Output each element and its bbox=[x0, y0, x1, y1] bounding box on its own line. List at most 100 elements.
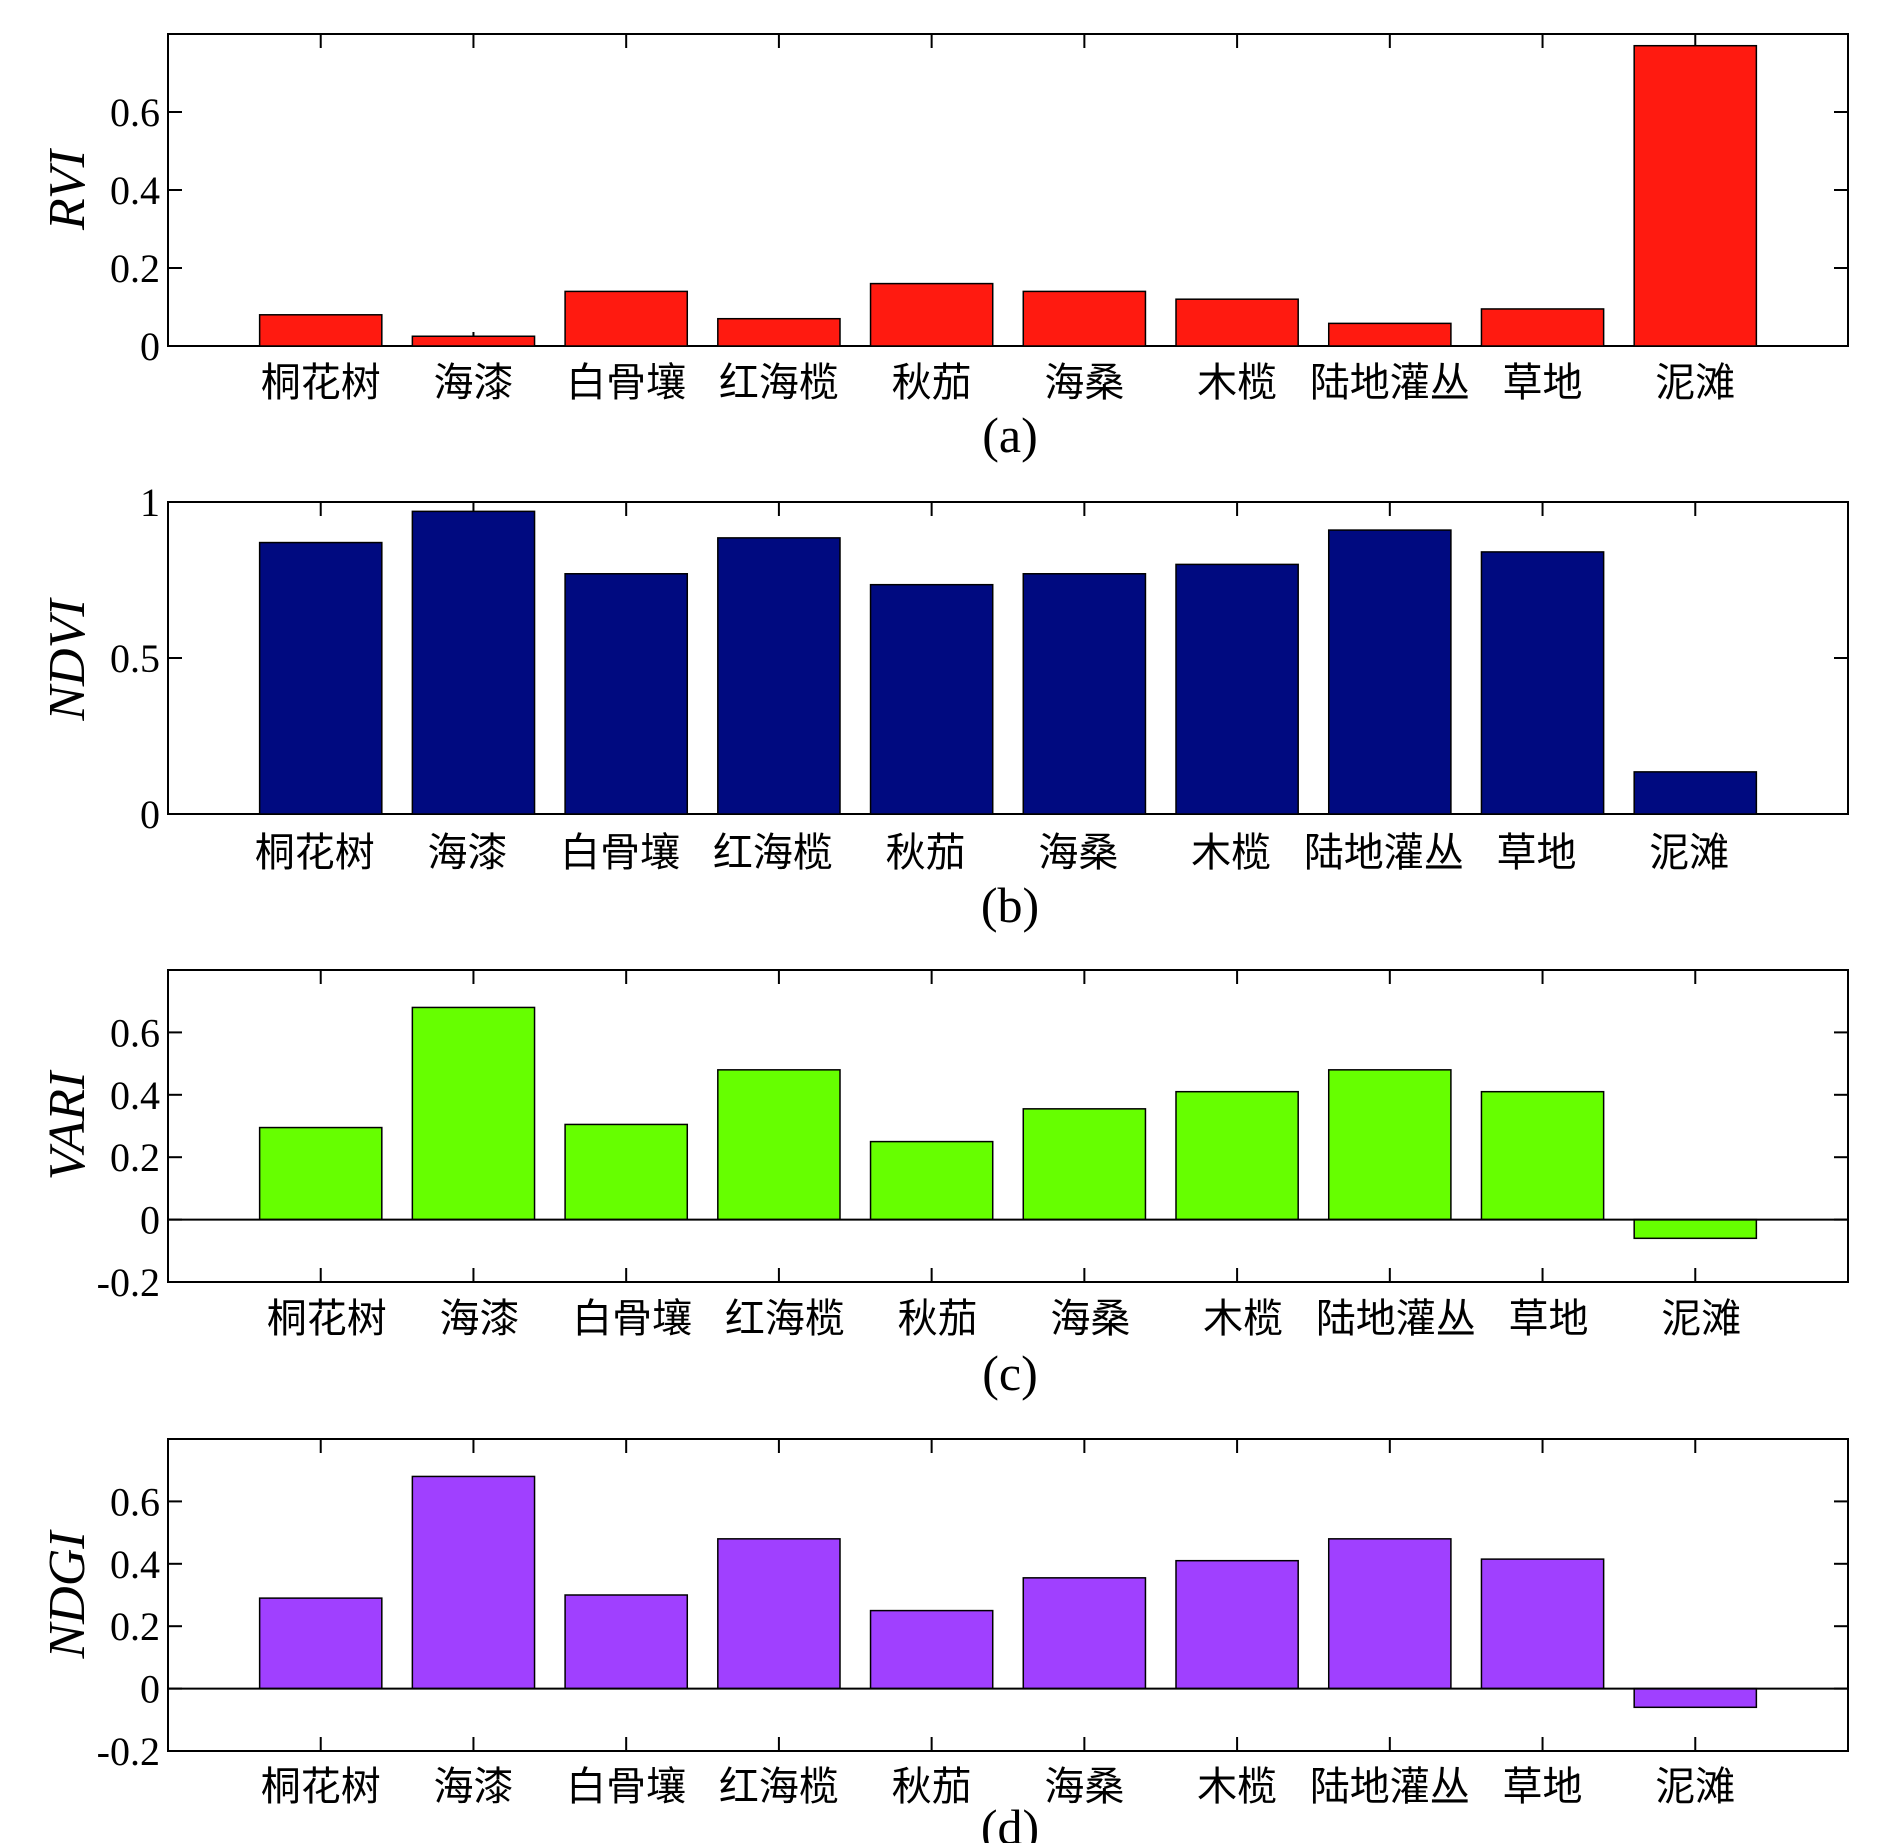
bar bbox=[564, 573, 689, 815]
bar bbox=[258, 1597, 383, 1690]
y-tick-label: 0.4 bbox=[110, 1073, 160, 1118]
y-tick-label: 0.4 bbox=[110, 1542, 160, 1587]
category-label: 桐花树 bbox=[255, 830, 375, 876]
bar bbox=[1633, 1218, 1758, 1240]
category-label: 海桑 bbox=[1044, 1764, 1124, 1810]
category-label: 泥滩 bbox=[1661, 1296, 1741, 1342]
bar bbox=[1022, 1577, 1147, 1690]
bar bbox=[258, 314, 383, 347]
category-label: 草地 bbox=[1497, 830, 1577, 876]
category-label: 桐花树 bbox=[261, 360, 381, 406]
bar bbox=[869, 1609, 994, 1690]
bar bbox=[411, 335, 536, 347]
category-label: 海桑 bbox=[1044, 360, 1124, 406]
bar bbox=[1327, 322, 1452, 347]
bar bbox=[564, 1594, 689, 1690]
category-label: 海漆 bbox=[439, 1296, 519, 1342]
category-label: 白骨壤 bbox=[560, 830, 680, 876]
category-label: 海桑 bbox=[1050, 1296, 1130, 1342]
y-tick-label: -0.2 bbox=[97, 1260, 160, 1305]
axes-frame bbox=[167, 1438, 1849, 1752]
panel-label: (b) bbox=[981, 877, 1039, 933]
category-label: 陆地灌丛 bbox=[1304, 830, 1464, 876]
axes-frame bbox=[167, 969, 1849, 1283]
bar bbox=[1022, 573, 1147, 815]
category-label: 桐花树 bbox=[261, 1764, 381, 1810]
bar bbox=[1175, 298, 1299, 347]
y-tick-label: 0.5 bbox=[110, 636, 160, 681]
panel-label: (a) bbox=[982, 407, 1038, 463]
y-tick-label: 0 bbox=[140, 792, 160, 837]
bar bbox=[1480, 1558, 1605, 1690]
y-tick-label: 0.6 bbox=[110, 1479, 160, 1524]
bar bbox=[1327, 529, 1452, 815]
panel-a: 0 0.2 0.4 0.6 桐花树 海漆 白骨壤 红海榄 秋茄 海桑 木榄 陆地灌丛 草地 泥滩 RVI (a… bbox=[39, 33, 1849, 463]
y-tick-label: 0 bbox=[140, 324, 160, 369]
category-label: 草地 bbox=[1503, 1764, 1583, 1810]
category-label: 红海榄 bbox=[725, 1296, 845, 1342]
panel-c: -0.2 0 0.2 0.4 0.6 桐花树 海漆 白骨壤 红海榄 秋茄 海桑 木榄 陆地灌丛 草地 泥滩 V… bbox=[39, 969, 1849, 1401]
bar bbox=[1480, 308, 1605, 347]
bar bbox=[1175, 1559, 1299, 1690]
category-label: 海桑 bbox=[1038, 830, 1118, 876]
panel-label: (c) bbox=[982, 1345, 1038, 1401]
bar bbox=[869, 583, 994, 815]
category-label: 木榄 bbox=[1197, 360, 1277, 406]
category-label: 泥滩 bbox=[1655, 1764, 1735, 1810]
bar bbox=[717, 317, 841, 347]
bar bbox=[1022, 1108, 1147, 1221]
bar bbox=[1327, 1069, 1452, 1221]
bar bbox=[1480, 1090, 1605, 1221]
bar bbox=[717, 1538, 841, 1690]
category-label: 海漆 bbox=[427, 830, 507, 876]
bar bbox=[869, 282, 994, 347]
category-label: 陆地灌丛 bbox=[1310, 1764, 1470, 1810]
y-axis-label: RVI bbox=[39, 147, 96, 231]
bar bbox=[1480, 551, 1605, 815]
bar bbox=[1175, 563, 1299, 815]
category-label: 红海榄 bbox=[719, 1764, 839, 1810]
bar bbox=[1633, 771, 1758, 815]
panel-d: -0.2 0 0.2 0.4 0.6 桐花树 海漆 白骨壤 红海榄 秋茄 海桑 木榄 陆地灌丛 草地 泥滩 N… bbox=[39, 1438, 1849, 1843]
bar bbox=[717, 1069, 841, 1221]
y-tick-label: 0.4 bbox=[110, 168, 160, 213]
bar bbox=[258, 1126, 383, 1221]
category-label: 秋茄 bbox=[892, 1764, 972, 1810]
category-label: 草地 bbox=[1509, 1296, 1589, 1342]
bar bbox=[1633, 44, 1758, 347]
category-label: 泥滩 bbox=[1649, 830, 1729, 876]
category-label: 木榄 bbox=[1197, 1764, 1277, 1810]
y-tick-label: 1 bbox=[140, 480, 160, 525]
category-label: 海漆 bbox=[433, 1764, 513, 1810]
category-label: 木榄 bbox=[1191, 830, 1271, 876]
bar bbox=[411, 1475, 536, 1690]
category-label: 泥滩 bbox=[1655, 360, 1735, 406]
y-axis-label: NDGI bbox=[39, 1529, 96, 1660]
category-label: 秋茄 bbox=[886, 830, 966, 876]
bar bbox=[411, 510, 536, 815]
bar bbox=[1327, 1538, 1452, 1690]
y-tick-label: 0.2 bbox=[110, 1135, 160, 1180]
bar bbox=[564, 290, 689, 347]
y-tick-label: 0.6 bbox=[110, 90, 160, 135]
bar bbox=[1633, 1687, 1758, 1709]
category-label: 白骨壤 bbox=[566, 360, 686, 406]
y-axis-label: NDVI bbox=[39, 597, 96, 722]
y-tick-label: 0 bbox=[140, 1667, 160, 1712]
category-label: 白骨壤 bbox=[572, 1296, 692, 1342]
category-label: 陆地灌丛 bbox=[1316, 1296, 1476, 1342]
axes-frame bbox=[167, 33, 1849, 347]
y-tick-label: -0.2 bbox=[97, 1729, 160, 1774]
bar bbox=[1022, 290, 1147, 347]
bar bbox=[1175, 1090, 1299, 1221]
category-label: 陆地灌丛 bbox=[1310, 360, 1470, 406]
y-tick-label: 0 bbox=[140, 1198, 160, 1243]
y-axis-label: VARI bbox=[39, 1069, 96, 1180]
category-label: 白骨壤 bbox=[566, 1764, 686, 1810]
y-tick-label: 0.2 bbox=[110, 246, 160, 291]
bar bbox=[258, 541, 383, 815]
category-label: 木榄 bbox=[1203, 1296, 1283, 1342]
bar bbox=[869, 1140, 994, 1221]
panel-b: 0 0.5 1 桐花树 海漆 白骨壤 红海榄 秋茄 海桑 木榄 陆地灌丛 草地 泥滩 NDVI (b) bbox=[39, 480, 1849, 933]
